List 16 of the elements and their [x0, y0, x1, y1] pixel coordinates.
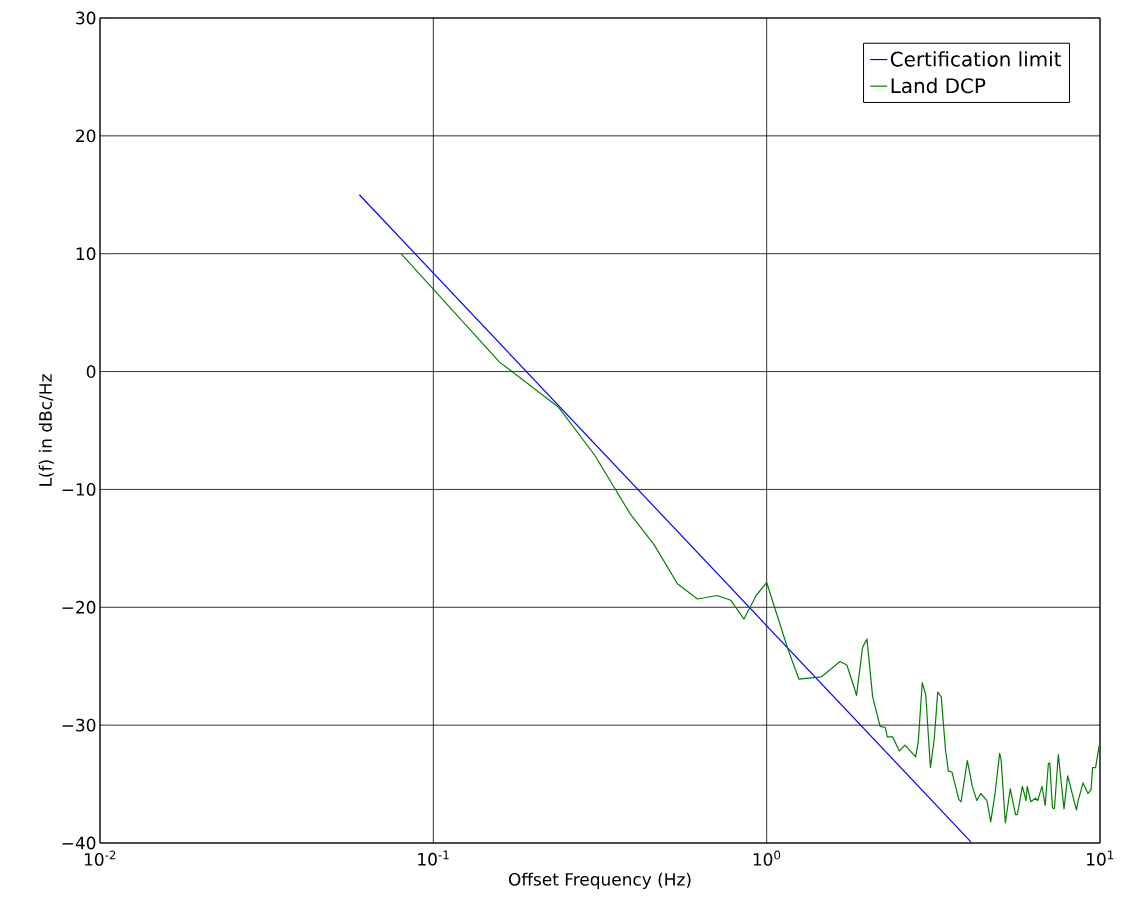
y-tick-label: 10: [76, 247, 96, 261]
y-tick-label: −10: [62, 483, 96, 496]
x-tick-label: 10$^{-2}$: [84, 850, 116, 866]
y-tick-label: −30: [62, 718, 96, 732]
x-tick-label: 10$^{0}$: [753, 850, 781, 866]
legend-label: Land DCP: [891, 77, 986, 94]
y-tick-label: 20: [76, 129, 96, 143]
legend-label: Certification limit: [890, 51, 1062, 67]
x-tick-label: 10$^{1}$: [1087, 850, 1114, 866]
x-tick-label: 10$^{-1}$: [418, 850, 449, 866]
y-tick-label: −20: [62, 600, 96, 614]
y-tick-label: 30: [76, 11, 96, 25]
y-tick-label: −40: [62, 836, 96, 850]
x-axis-title: Offset Frequency (Hz): [508, 872, 691, 890]
y-axis-title: L(f) in dBc/Hz: [38, 374, 54, 486]
y-tick-label: 0: [86, 365, 96, 378]
